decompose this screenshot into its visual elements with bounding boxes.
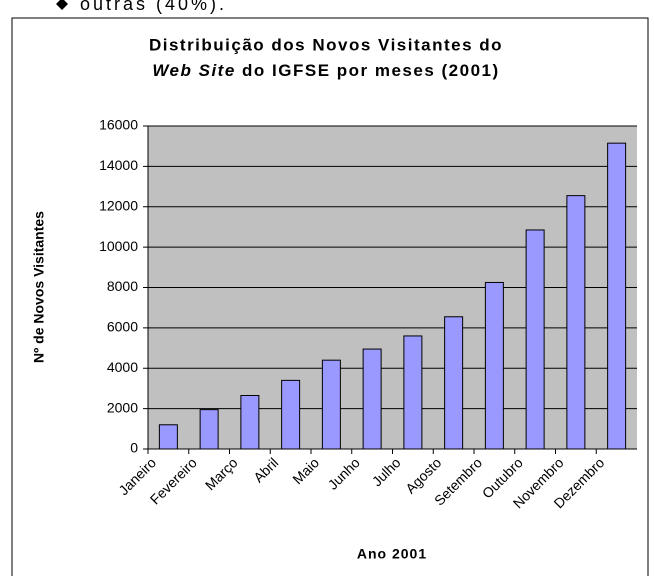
bar	[321, 359, 341, 450]
bar	[444, 316, 464, 450]
y-axis-title: Nº de Novos Visitantes	[31, 211, 47, 363]
y-tick-label: 12000	[99, 197, 138, 213]
chart-title-line2: Web Site do IGFSE por meses (2001)	[152, 61, 499, 80]
bar	[566, 195, 586, 450]
bar	[607, 142, 627, 450]
title-rest: do IGFSE por meses (2001)	[242, 61, 500, 80]
header-bullet: outras (40%).	[56, 0, 227, 14]
bar	[158, 424, 178, 450]
y-tick-label: 8000	[107, 278, 138, 294]
bar	[240, 395, 260, 450]
bar	[199, 409, 219, 450]
x-axis-title: Ano 2001	[357, 546, 427, 562]
title-italic: Web Site	[152, 61, 235, 80]
y-tick-label: 0	[130, 440, 138, 456]
y-tick-label: 4000	[107, 359, 138, 375]
bullet-icon	[56, 0, 68, 10]
bar	[362, 348, 382, 450]
y-tick-label: 6000	[107, 319, 138, 335]
bar	[403, 335, 423, 450]
y-tick-label: 10000	[99, 238, 138, 254]
y-tick-label: 2000	[107, 399, 138, 415]
bar	[484, 281, 504, 450]
y-tick-label: 14000	[99, 157, 138, 173]
bar	[525, 229, 545, 450]
header-text: outras (40%).	[80, 0, 227, 14]
y-tick-label: 16000	[99, 117, 138, 133]
chart-title: Distribuição dos Novos Visitantes do	[149, 35, 503, 54]
bar	[281, 379, 301, 450]
